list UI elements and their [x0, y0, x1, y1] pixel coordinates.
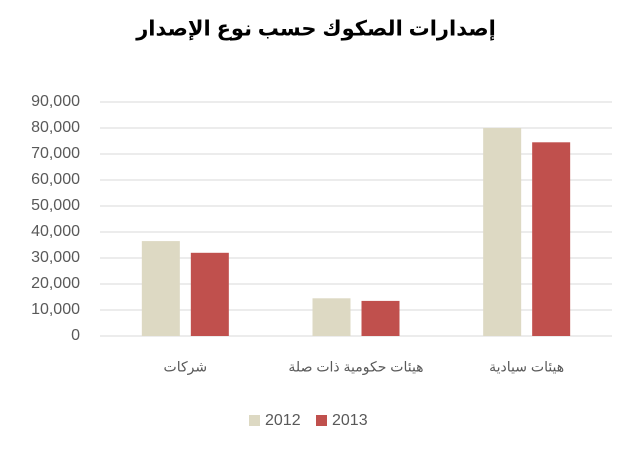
x-tick-label: هيئات سيادية — [489, 359, 564, 375]
legend-swatch — [316, 415, 327, 426]
y-tick-label: 0 — [71, 327, 80, 344]
y-tick-label: 90,000 — [31, 93, 80, 110]
y-tick-label: 20,000 — [31, 275, 80, 292]
bar — [312, 298, 351, 336]
legend-label: 2013 — [332, 412, 368, 429]
y-tick-label: 80,000 — [31, 119, 80, 136]
bar — [141, 241, 180, 336]
y-tick-label: 50,000 — [31, 197, 80, 214]
bar — [532, 142, 571, 336]
legend-label: 2012 — [265, 412, 301, 429]
x-tick-label: شركات — [164, 359, 208, 376]
y-tick-label: 10,000 — [31, 301, 80, 318]
y-tick-label: 70,000 — [31, 145, 80, 162]
y-tick-label: 60,000 — [31, 171, 80, 188]
bar — [483, 128, 522, 336]
bar — [361, 300, 400, 336]
legend-swatch — [249, 415, 260, 426]
chart-title: إصدارات الصكوك حسب نوع الإصدار — [135, 18, 496, 41]
y-tick-label: 40,000 — [31, 223, 80, 240]
bar — [190, 252, 229, 336]
x-tick-label: هيئات حكومية ذات صلة — [288, 359, 423, 376]
y-tick-label: 30,000 — [31, 249, 80, 266]
